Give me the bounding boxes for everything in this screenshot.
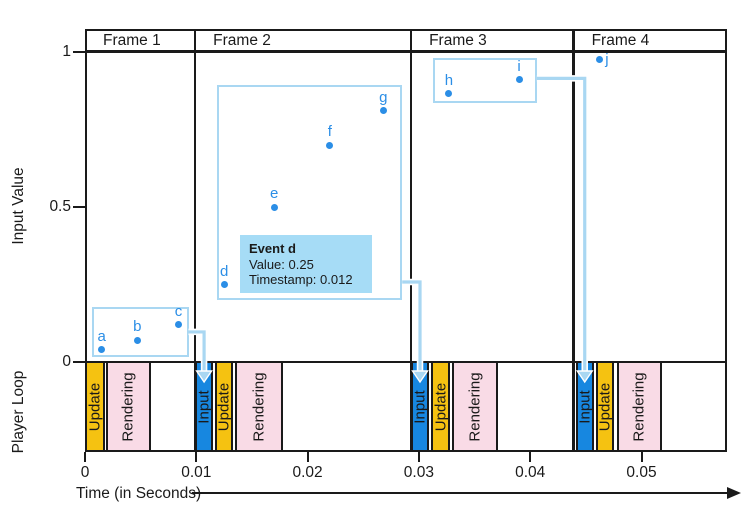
event-point-h[interactable] [445, 90, 453, 98]
x-axis-tick [529, 452, 532, 462]
loop-bar-label: Update [86, 382, 104, 431]
frame-divider [193, 29, 197, 452]
event-point-f[interactable] [326, 141, 334, 149]
x-axis-tick-label: 0.03 [403, 464, 434, 481]
time-axis-arrow-line [192, 492, 728, 495]
loop-bar-input: Input [411, 361, 429, 452]
event-label-d: d [219, 262, 229, 280]
event-point-g[interactable] [379, 107, 387, 115]
frame-header-separator [85, 50, 727, 53]
event-label-j: j [605, 50, 609, 68]
event-group-box-events-d-g [217, 84, 403, 300]
loop-bar-rendering: Rendering [235, 361, 284, 452]
event-point-b[interactable] [133, 336, 141, 344]
event-point-a[interactable] [98, 346, 106, 354]
y-axis-tick [73, 361, 85, 363]
loop-bar-label: Input [195, 389, 213, 424]
y-axis-tick [73, 206, 85, 208]
frame-label-4: Frame 4 [591, 32, 650, 49]
loop-bar-update: Update [85, 361, 106, 452]
x-axis-title: Time (in Seconds) [76, 485, 202, 502]
event-point-d[interactable] [220, 281, 228, 288]
event-point-c[interactable] [174, 321, 182, 329]
event-point-e[interactable] [270, 203, 278, 211]
loop-bar-update: Update [215, 361, 234, 452]
loop-bar-label: Update [215, 382, 233, 431]
event-group-box-events-h-i [433, 57, 537, 104]
event-tooltip: Event d Value: 0.25 Timestamp: 0.012 [240, 235, 372, 293]
event-label-f: f [327, 123, 332, 140]
event-group-box-events-a-c [91, 307, 189, 358]
x-axis-tick [417, 452, 420, 462]
loop-bar-label: Rendering [119, 371, 137, 442]
loop-bar-label: Rendering [466, 371, 484, 442]
tooltip-title: Event d [249, 241, 296, 256]
event-label-b: b [133, 318, 142, 336]
x-axis-tick [306, 452, 309, 462]
y-axis-title-player-loop: Player Loop [10, 370, 27, 454]
x-axis-tick [195, 452, 198, 462]
x-axis-tick-label: 0.01 [181, 464, 212, 481]
loop-bar-rendering: Rendering [452, 361, 498, 452]
frame-label-2: Frame 2 [213, 32, 271, 49]
y-axis-tick-label: 0 [62, 353, 71, 370]
frame-label-3: Frame 3 [429, 32, 487, 49]
loop-bar-update: Update [595, 361, 614, 452]
x-axis-tick-label: 0.05 [626, 464, 657, 481]
x-axis-tick-label: 0 [80, 464, 90, 481]
frame-divider [572, 29, 575, 452]
x-axis-tick [84, 452, 86, 462]
event-point-i[interactable] [515, 76, 523, 84]
loop-bar-rendering: Rendering [106, 361, 151, 452]
loop-bar-rendering: Rendering [617, 361, 662, 452]
tooltip-value-line: Value: 0.25 [249, 256, 314, 272]
loop-bar-input: Input [575, 361, 594, 452]
x-axis-tick [640, 452, 643, 462]
frame-divider [409, 29, 413, 452]
event-label-e: e [270, 185, 279, 202]
loop-bar-label: Update [432, 382, 450, 431]
event-label-c: c [174, 302, 183, 320]
frame-label-1: Frame 1 [103, 32, 161, 49]
time-axis-arrow-head-icon [727, 487, 741, 499]
y-axis-tick-label: 1 [62, 43, 71, 60]
loop-bar-label: Input [576, 389, 594, 424]
event-label-g: g [379, 88, 388, 106]
event-label-h: h [444, 71, 454, 89]
x-axis-tick-label: 0.04 [515, 464, 546, 481]
y-axis-tick-label: 0.5 [49, 198, 71, 215]
loop-bar-label: Rendering [630, 371, 648, 442]
y-axis-tick [73, 51, 85, 53]
y-axis-title-input-value: Input Value [10, 167, 27, 245]
loop-bar-label: Input [411, 389, 429, 424]
loop-bar-input: Input [195, 361, 213, 452]
loop-bar-update: Update [431, 361, 451, 452]
loop-bar-label: Rendering [250, 371, 268, 442]
event-label-i: i [517, 57, 521, 75]
loop-bar-label: Update [596, 382, 614, 431]
tooltip-timestamp-line: Timestamp: 0.012 [249, 272, 353, 287]
event-label-a: a [97, 327, 106, 345]
zero-value-line [85, 360, 727, 364]
event-point-j[interactable] [595, 56, 603, 64]
x-axis-tick-label: 0.02 [292, 464, 323, 481]
